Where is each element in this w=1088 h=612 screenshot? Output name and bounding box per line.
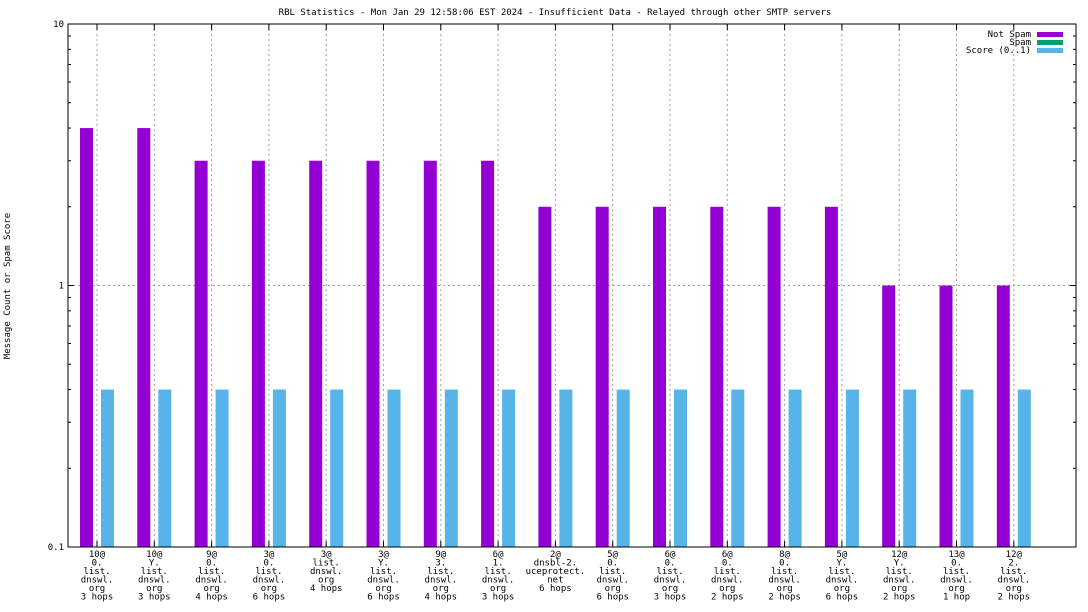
- x-tick-label: 3@ list. dnswl. org 4 hops: [310, 550, 343, 594]
- bar-score-0-1: [101, 389, 114, 547]
- x-tick-label: 6@ 1. list. dnswl. org 3 hops: [482, 550, 515, 603]
- plot-border: [67, 23, 1077, 548]
- bar-score-0-1: [1017, 389, 1031, 547]
- x-tick-label: 13@ 0. list. dnswl. org 1 hop: [940, 550, 973, 603]
- bar-score-0-1: [215, 389, 229, 547]
- bar-not-spam: [538, 206, 552, 548]
- bar-not-spam: [824, 206, 838, 548]
- bar-not-spam: [767, 206, 781, 548]
- x-tick-label: 6@ 0. list. dnswl. org 2 hops: [711, 550, 744, 603]
- bar-not-spam: [710, 206, 724, 548]
- y-tick-label: 1: [59, 282, 64, 292]
- bar-not-spam: [251, 160, 265, 547]
- bars-layer: [80, 128, 1031, 548]
- legend-swatch: [1037, 40, 1063, 45]
- x-tick-label: 5@ Y. list. dnswl. org 6 hops: [826, 550, 859, 603]
- x-tick-label: 2@ dnsbl-2. uceprotect. net 6 hops: [526, 550, 586, 594]
- bar-not-spam: [939, 285, 953, 547]
- y-tick-label: 10: [53, 20, 64, 30]
- bar-score-0-1: [960, 389, 974, 547]
- legend-label: Score (0..1): [966, 46, 1031, 56]
- bar-not-spam: [653, 206, 666, 548]
- legend-swatch: [1037, 48, 1063, 53]
- x-tick-label: 9@ 0. list. dnswl. org 4 hops: [195, 550, 228, 603]
- bar-score-0-1: [616, 389, 630, 547]
- bar-score-0-1: [559, 389, 573, 547]
- legend-label: Spam: [1009, 38, 1031, 48]
- x-tick-label: 10@ 0. list. dnswl. org 3 hops: [81, 550, 114, 603]
- legend-label: Not Spam: [988, 30, 1031, 40]
- bar-score-0-1: [387, 389, 401, 547]
- legend-swatch: [1037, 32, 1063, 37]
- x-tick-label: 3@ 0. list. dnswl. org 6 hops: [253, 550, 286, 603]
- bar-score-0-1: [674, 389, 687, 547]
- x-tick-label: 9@ 3. list. dnswl. org 4 hops: [425, 550, 458, 603]
- x-tick-label: 5@ 0. list. dnswl. org 6 hops: [596, 550, 629, 603]
- bar-not-spam: [80, 128, 93, 547]
- bar-score-0-1: [330, 389, 344, 547]
- bar-not-spam: [481, 160, 495, 547]
- bar-score-0-1: [845, 389, 859, 547]
- bar-score-0-1: [158, 389, 172, 547]
- bar-not-spam: [423, 160, 437, 547]
- bar-score-0-1: [731, 389, 745, 547]
- bar-score-0-1: [903, 389, 917, 547]
- bar-not-spam: [137, 128, 151, 547]
- bar-not-spam: [194, 160, 208, 547]
- x-tick-label: 3@ Y. list. dnswl. org 6 hops: [367, 550, 400, 603]
- bar-not-spam: [366, 160, 380, 547]
- bar-not-spam: [309, 160, 323, 547]
- bar-not-spam: [595, 206, 609, 548]
- grid-layer: [68, 24, 1076, 547]
- x-tick-label: 6@ 0. list. dnswl. org 3 hops: [654, 550, 687, 603]
- bar-score-0-1: [272, 389, 286, 547]
- x-tick-label: 12@ Y. list. dnswl. org 2 hops: [883, 550, 916, 603]
- x-tick-label: 10@ Y. list. dnswl. org 3 hops: [138, 550, 171, 603]
- x-tick-label: 12@ 2. list. dnswl. org 2 hops: [998, 550, 1031, 603]
- bar-score-0-1: [788, 389, 802, 547]
- y-tick-label: 0.1: [48, 543, 64, 553]
- bar-not-spam: [996, 285, 1010, 547]
- bar-not-spam: [882, 285, 896, 547]
- y-axis-label: Message Count or Spam Score: [3, 213, 13, 359]
- bar-score-0-1: [502, 389, 516, 547]
- bar-score-0-1: [444, 389, 458, 547]
- chart-title: RBL Statistics - Mon Jan 29 12:58:06 EST…: [279, 8, 832, 18]
- axes-layer: 0.1 1 10 10@ 0. list. dnswl. org 3 hops 10@ Y. list…: [48, 20, 1077, 603]
- x-tick-label: 8@ 0. list. dnswl. org 2 hops: [768, 550, 801, 603]
